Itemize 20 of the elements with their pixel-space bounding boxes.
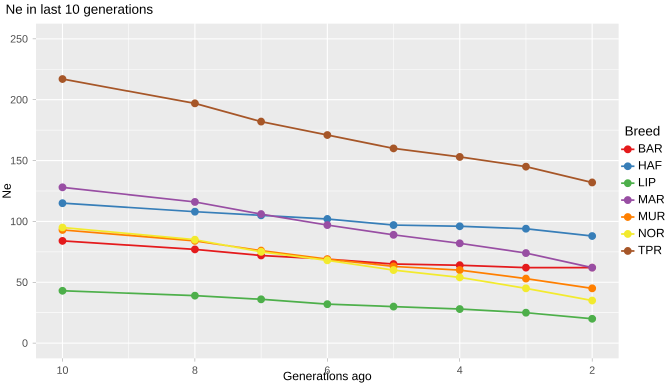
x-tick-label: 8 bbox=[192, 366, 198, 374]
legend-label: MUR bbox=[638, 212, 665, 220]
y-tick-label: 50 bbox=[16, 278, 28, 286]
y-tick-label: 0 bbox=[22, 339, 28, 347]
x-tick-label: 10 bbox=[57, 366, 68, 374]
y-tick-label: 250 bbox=[10, 35, 28, 43]
legend-label: TPR bbox=[638, 246, 662, 254]
y-tick-label: 200 bbox=[10, 96, 28, 104]
legend-label: MAR bbox=[638, 194, 664, 204]
legend-label: BAR bbox=[638, 144, 662, 152]
x-tick-label: 2 bbox=[590, 366, 595, 374]
legend-label: LIP bbox=[638, 178, 656, 186]
y-axis-title: Ne bbox=[2, 184, 11, 198]
y-tick-label: 100 bbox=[10, 218, 28, 226]
legend-label: HAF bbox=[638, 161, 662, 170]
y-tick-label: 150 bbox=[10, 156, 28, 164]
legend-label: NOR bbox=[638, 228, 664, 238]
legend-title: Breed bbox=[626, 126, 660, 136]
chart-title: Ne in last 10 generations bbox=[6, 4, 153, 17]
x-tick-label: 4 bbox=[457, 366, 462, 374]
